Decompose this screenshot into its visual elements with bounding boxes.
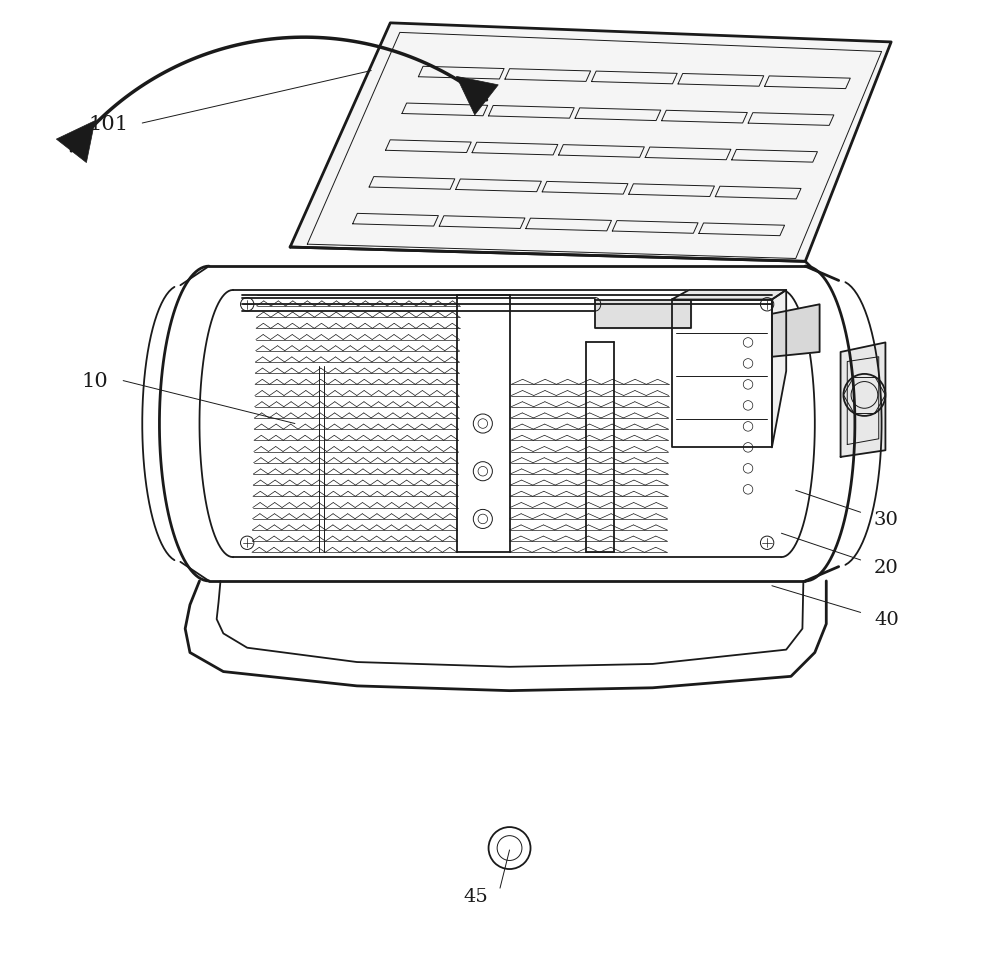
Text: 20: 20 (874, 558, 899, 576)
Polygon shape (290, 24, 891, 262)
Text: 10: 10 (81, 372, 108, 391)
Polygon shape (772, 305, 820, 357)
Polygon shape (56, 122, 95, 163)
Polygon shape (772, 291, 786, 448)
Polygon shape (595, 300, 691, 329)
Text: 30: 30 (874, 511, 899, 528)
Text: 40: 40 (874, 611, 899, 628)
Polygon shape (456, 77, 498, 115)
Polygon shape (841, 343, 885, 457)
Polygon shape (672, 291, 786, 300)
Text: 45: 45 (464, 887, 489, 904)
Text: 101: 101 (89, 114, 129, 133)
